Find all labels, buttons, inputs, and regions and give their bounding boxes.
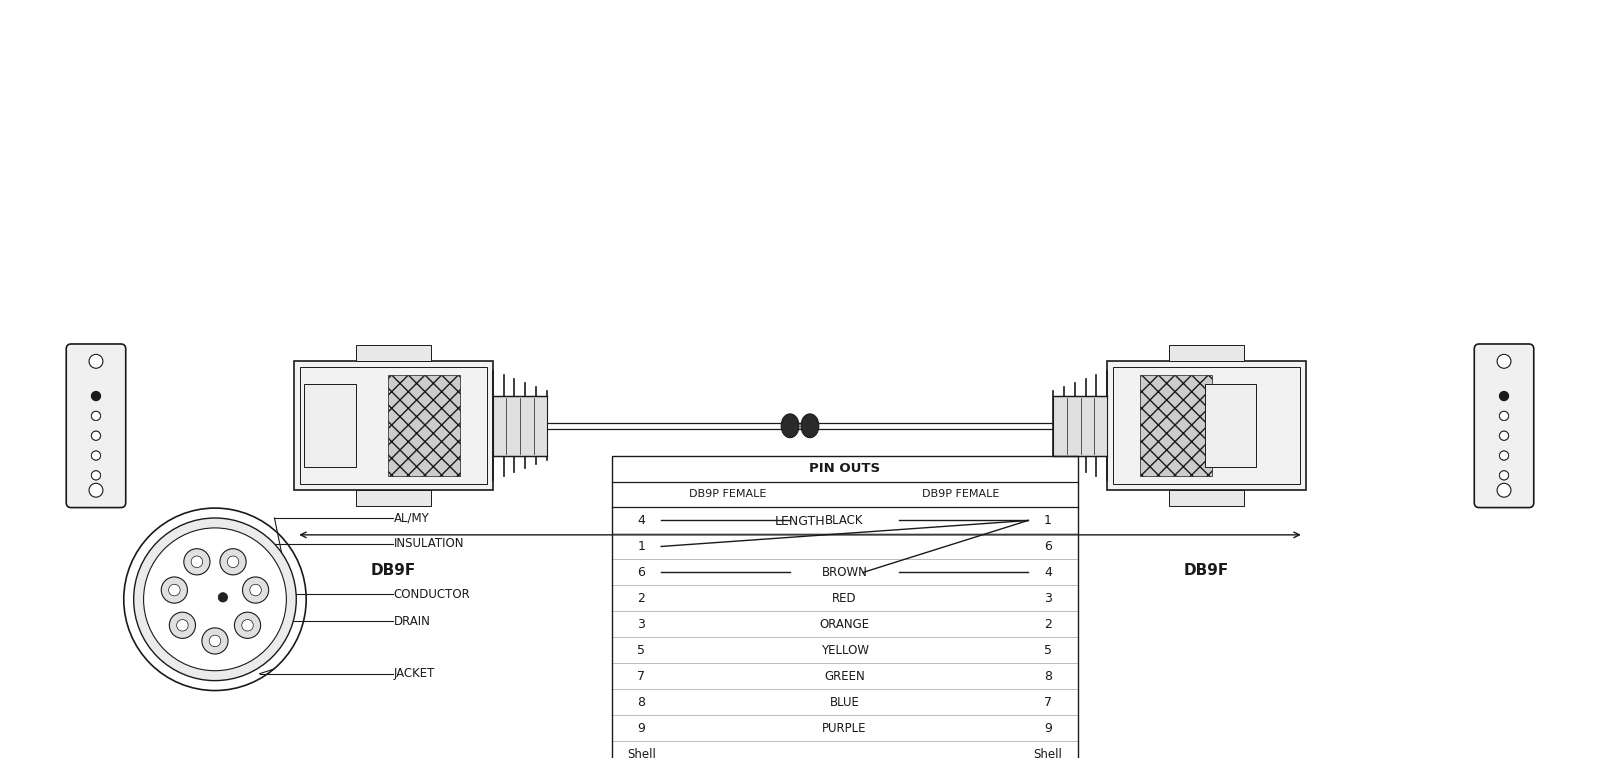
Text: PURPLE: PURPLE [822, 722, 867, 735]
Circle shape [144, 528, 286, 671]
Text: 6: 6 [1043, 540, 1051, 553]
Text: LENGTH: LENGTH [774, 515, 826, 528]
Text: 3: 3 [1043, 592, 1051, 605]
Text: DB9F: DB9F [1184, 562, 1229, 578]
Circle shape [242, 620, 253, 631]
Text: BLACK: BLACK [826, 514, 864, 527]
Circle shape [91, 451, 101, 460]
Bar [355, 491, 430, 506]
Circle shape [91, 431, 101, 440]
Text: DB9P FEMALE: DB9P FEMALE [690, 490, 766, 500]
Text: 3: 3 [637, 618, 645, 631]
Text: 4: 4 [1043, 566, 1051, 579]
Circle shape [91, 411, 101, 420]
FancyBboxPatch shape [1474, 344, 1534, 507]
Circle shape [90, 354, 102, 369]
Text: 6: 6 [637, 566, 645, 579]
Circle shape [170, 612, 195, 639]
Bar [611, 456, 1078, 763]
Bar [1107, 362, 1306, 491]
Text: ORANGE: ORANGE [819, 618, 870, 631]
Circle shape [91, 471, 101, 480]
Circle shape [91, 451, 101, 460]
Text: 4: 4 [637, 514, 645, 527]
Bar [1141, 375, 1211, 476]
Text: 5: 5 [1043, 644, 1051, 657]
Text: DB9P FEMALE: DB9P FEMALE [923, 490, 1000, 500]
Circle shape [1499, 431, 1509, 440]
Text: PIN OUTS: PIN OUTS [810, 462, 880, 475]
Circle shape [1499, 431, 1509, 440]
Circle shape [176, 620, 189, 631]
Circle shape [1499, 471, 1509, 480]
Circle shape [184, 549, 210, 575]
Circle shape [1499, 411, 1509, 420]
Circle shape [250, 584, 261, 596]
Bar [355, 346, 430, 362]
Circle shape [1499, 411, 1509, 420]
FancyBboxPatch shape [66, 344, 126, 507]
Circle shape [210, 635, 221, 647]
Circle shape [218, 593, 227, 602]
Circle shape [243, 577, 269, 603]
Bar [1114, 367, 1299, 485]
Text: 2: 2 [1043, 618, 1051, 631]
Circle shape [123, 508, 306, 691]
Ellipse shape [802, 414, 819, 438]
Bar [389, 375, 459, 476]
Text: JACKET: JACKET [394, 667, 435, 680]
Bar [1170, 491, 1245, 506]
Text: 7: 7 [637, 670, 645, 683]
Text: DRAIN: DRAIN [394, 615, 430, 628]
Text: 9: 9 [1043, 722, 1051, 735]
Bar [1053, 396, 1107, 456]
Text: 1: 1 [637, 540, 645, 553]
Text: 1: 1 [1043, 514, 1051, 527]
Circle shape [190, 556, 203, 568]
Circle shape [1498, 483, 1510, 497]
Text: 8: 8 [637, 696, 645, 709]
Text: Shell: Shell [1034, 748, 1062, 761]
Bar [493, 396, 547, 456]
Circle shape [91, 411, 101, 420]
Circle shape [162, 577, 187, 603]
Circle shape [219, 549, 246, 575]
Text: Shell: Shell [627, 748, 656, 761]
Circle shape [90, 483, 102, 497]
Text: 2: 2 [637, 592, 645, 605]
Circle shape [1498, 354, 1510, 369]
Circle shape [91, 471, 101, 480]
Bar [304, 384, 355, 468]
Circle shape [91, 431, 101, 440]
Bar [294, 362, 493, 491]
Circle shape [91, 391, 101, 401]
Text: 8: 8 [1043, 670, 1051, 683]
Bar [1205, 384, 1256, 468]
Circle shape [1499, 471, 1509, 480]
Circle shape [134, 518, 296, 681]
Circle shape [1499, 451, 1509, 460]
Text: GREEN: GREEN [824, 670, 866, 683]
Text: DB9F: DB9F [371, 562, 416, 578]
Text: BROWN: BROWN [822, 566, 867, 579]
Circle shape [202, 628, 229, 654]
Circle shape [235, 612, 261, 639]
Text: AL/MY: AL/MY [394, 511, 429, 524]
Text: INSULATION: INSULATION [394, 537, 464, 550]
Bar [1170, 346, 1245, 362]
Circle shape [1499, 451, 1509, 460]
Ellipse shape [781, 414, 798, 438]
Text: 7: 7 [1043, 696, 1051, 709]
Text: CONDUCTOR: CONDUCTOR [394, 588, 470, 600]
Text: 9: 9 [637, 722, 645, 735]
Bar [301, 367, 486, 485]
Circle shape [168, 584, 181, 596]
Text: RED: RED [832, 592, 858, 605]
Circle shape [227, 556, 238, 568]
Text: 5: 5 [637, 644, 645, 657]
Circle shape [1499, 391, 1509, 401]
Text: YELLOW: YELLOW [821, 644, 869, 657]
Text: BLUE: BLUE [830, 696, 859, 709]
